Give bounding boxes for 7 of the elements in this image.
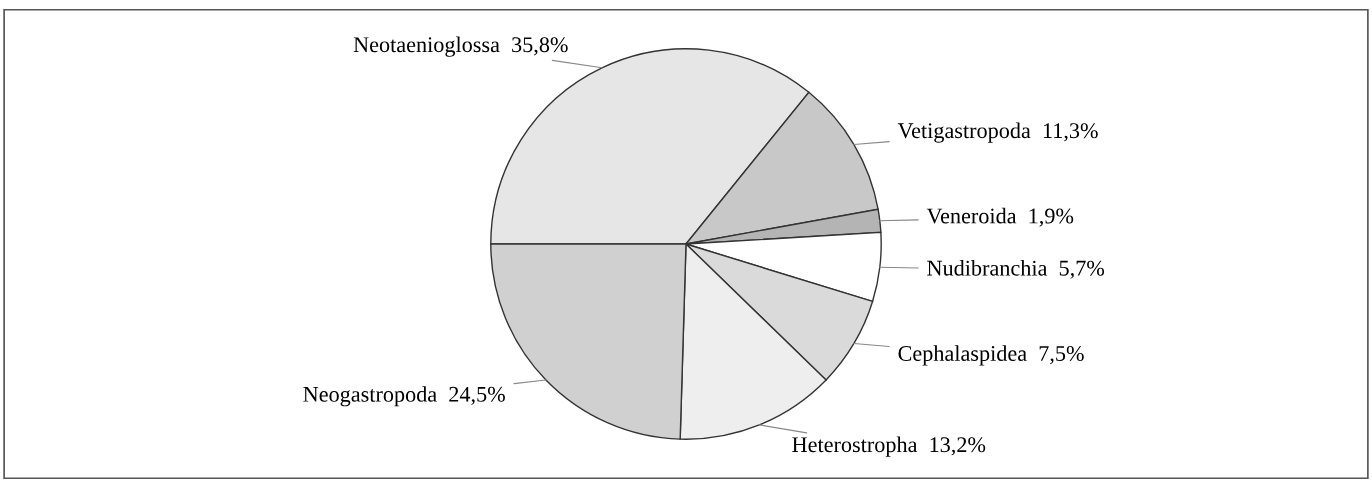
slice-label: Veneroida 1,9% xyxy=(926,207,1074,227)
slice-label: Vetigastropoda 11,3% xyxy=(897,122,1098,143)
slice-label: Nudibranchia 5,7% xyxy=(927,259,1105,279)
slice-label: Cephalaspidea 7,5% xyxy=(898,345,1084,366)
slice-label: Neogastropoda 24,5% xyxy=(303,386,505,407)
slice-label: Heterostropha 13,2% xyxy=(792,436,986,457)
slice-label: Neotaenioglossa 35,8% xyxy=(353,36,568,57)
